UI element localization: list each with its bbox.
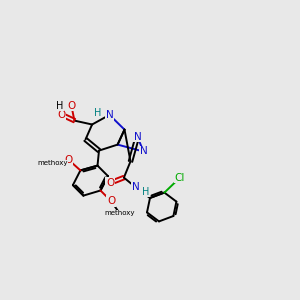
Text: O: O [107,196,115,206]
Text: H: H [56,100,64,111]
Text: Cl: Cl [175,172,185,183]
Text: H: H [94,107,102,118]
Text: N: N [140,146,147,157]
Text: N: N [134,131,141,142]
Text: N: N [132,182,140,193]
Text: N: N [106,110,113,120]
Text: O: O [67,100,76,111]
Text: O: O [106,178,114,188]
Text: O: O [64,154,73,165]
Text: H: H [142,187,149,197]
Text: methoxy: methoxy [37,160,68,166]
Text: methoxy: methoxy [104,210,135,216]
Text: O: O [57,110,66,120]
